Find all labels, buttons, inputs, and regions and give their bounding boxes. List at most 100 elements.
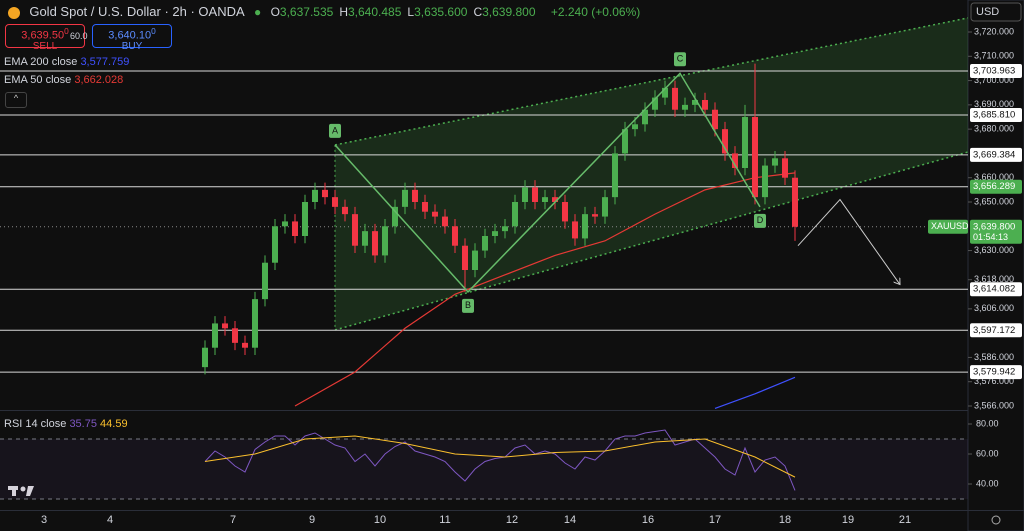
level-label-box bbox=[970, 179, 1022, 194]
y-tick-label: 3,586.000 bbox=[974, 352, 1014, 362]
ema-line bbox=[714, 376, 796, 409]
x-tick-label: 14 bbox=[564, 514, 576, 526]
channel-fill bbox=[335, 17, 968, 330]
currency-dropdown[interactable] bbox=[970, 2, 1022, 22]
candle-body bbox=[202, 347, 208, 368]
candle-body bbox=[402, 189, 408, 207]
pattern-point-box bbox=[462, 298, 474, 313]
candle-body bbox=[322, 189, 328, 198]
main-pane bbox=[0, 17, 968, 409]
change: +2.240 (+0.06%) bbox=[550, 5, 641, 19]
candle-body bbox=[272, 226, 278, 263]
candle-body bbox=[752, 117, 758, 198]
candle-body bbox=[222, 323, 228, 329]
candle-body bbox=[512, 202, 518, 227]
rsi-value: 35.75 bbox=[69, 418, 97, 430]
candle-body bbox=[722, 129, 728, 154]
x-tick-label: 19 bbox=[842, 514, 854, 526]
rsi-title: RSI 14 close bbox=[4, 418, 67, 430]
symbol-icon bbox=[8, 6, 20, 19]
candle-body bbox=[602, 197, 608, 217]
sell-button[interactable]: 3,639.500 SELL bbox=[5, 24, 85, 52]
x-tick-label: 21 bbox=[899, 514, 911, 526]
candle-body bbox=[242, 342, 248, 348]
sell-sup: 0 bbox=[64, 26, 69, 36]
candle-body bbox=[692, 100, 698, 105]
y-tick-label: 3,660.000 bbox=[974, 172, 1014, 182]
y-tick-label: 3,680.000 bbox=[974, 124, 1014, 134]
candle-body bbox=[702, 100, 708, 110]
status-dot: ● bbox=[253, 5, 262, 19]
y-tick-label: 3,576.000 bbox=[974, 376, 1014, 386]
buy-button[interactable]: 3,640.100 BUY bbox=[92, 24, 172, 52]
ohlc-key: O bbox=[270, 5, 280, 19]
level-label: 3,597.172 bbox=[973, 325, 1015, 336]
candle-body bbox=[232, 328, 238, 343]
level-label-box bbox=[970, 63, 1022, 78]
collapse-button[interactable]: ^ bbox=[5, 92, 27, 108]
candle-body bbox=[792, 177, 798, 227]
candle-body bbox=[632, 124, 638, 130]
candle-body bbox=[522, 187, 528, 203]
y-tick-label: 3,720.000 bbox=[974, 26, 1014, 36]
level-label: 3,685.810 bbox=[973, 110, 1015, 121]
indicator-name: EMA 50 close bbox=[4, 74, 72, 86]
level-label: 3,703.963 bbox=[973, 65, 1015, 76]
candle-body bbox=[572, 221, 578, 239]
sell-price: 3,639.50 bbox=[21, 29, 65, 42]
current-price-box bbox=[970, 219, 1022, 244]
candle-body bbox=[532, 187, 538, 203]
candle-body bbox=[382, 226, 388, 256]
pattern-point-label: B bbox=[465, 300, 471, 310]
indicator-value: 3,662.028 bbox=[74, 74, 124, 86]
candle-body bbox=[552, 197, 558, 203]
x-tick-label: 10 bbox=[374, 514, 386, 526]
ohlc-value: 3,635.600 bbox=[414, 5, 468, 19]
y-tick-label: 3,690.000 bbox=[974, 99, 1014, 109]
candle-body bbox=[432, 211, 438, 217]
symbol: Gold Spot / U.S. Dollar · 2h · OANDA bbox=[29, 4, 245, 19]
candle-body bbox=[622, 129, 628, 154]
candle-body bbox=[582, 214, 588, 239]
rsi-pane bbox=[0, 429, 968, 500]
logo bbox=[8, 486, 34, 496]
candle-body bbox=[682, 104, 688, 110]
candle-body bbox=[492, 231, 498, 236]
candle-body bbox=[772, 158, 778, 166]
indicator-name: EMA 200 close bbox=[4, 56, 78, 68]
buy-price: 3,640.10 bbox=[108, 29, 152, 42]
pattern-point-box bbox=[674, 52, 686, 67]
pattern-point-box bbox=[754, 213, 766, 228]
buy-label: BUY bbox=[121, 41, 143, 53]
candle-body bbox=[502, 226, 508, 232]
countdown: 01:54:13 bbox=[973, 232, 1008, 242]
candle-body bbox=[372, 231, 378, 256]
level-label-box bbox=[970, 323, 1022, 338]
ohlc-key: C bbox=[473, 5, 483, 19]
candle-body bbox=[292, 221, 298, 236]
candle-body bbox=[362, 231, 368, 246]
candle-body bbox=[412, 189, 418, 203]
y-tick-label: 3,606.000 bbox=[974, 303, 1014, 313]
y-tick-label: 3,710.000 bbox=[974, 51, 1014, 61]
candle-body bbox=[642, 109, 648, 125]
candle-body bbox=[462, 245, 468, 270]
rsi-line bbox=[204, 435, 796, 478]
level-label: 3,656.289 bbox=[973, 181, 1015, 192]
level-label: 3,579.942 bbox=[973, 367, 1015, 378]
x-tick-label: 9 bbox=[309, 514, 315, 526]
indicator: EMA 200 close 3,577.759 bbox=[4, 56, 129, 68]
candle-body bbox=[712, 109, 718, 130]
candle-body bbox=[262, 262, 268, 300]
level-label-box bbox=[970, 365, 1022, 380]
ohlc: O3,637.535 H3,640.485 L3,635.600 C3,639.800 bbox=[271, 5, 542, 19]
level-label-box bbox=[970, 282, 1022, 297]
y-tick-label: 80.00 bbox=[976, 418, 999, 428]
x-tick-label: 3 bbox=[41, 514, 47, 526]
pattern-point-label: A bbox=[332, 125, 338, 135]
indicator-value: 3,577.759 bbox=[80, 56, 130, 68]
settings-icon[interactable] bbox=[991, 515, 1001, 525]
ema-line bbox=[294, 172, 796, 407]
ohlc-key: L bbox=[407, 5, 415, 19]
level-label-box bbox=[970, 147, 1022, 162]
